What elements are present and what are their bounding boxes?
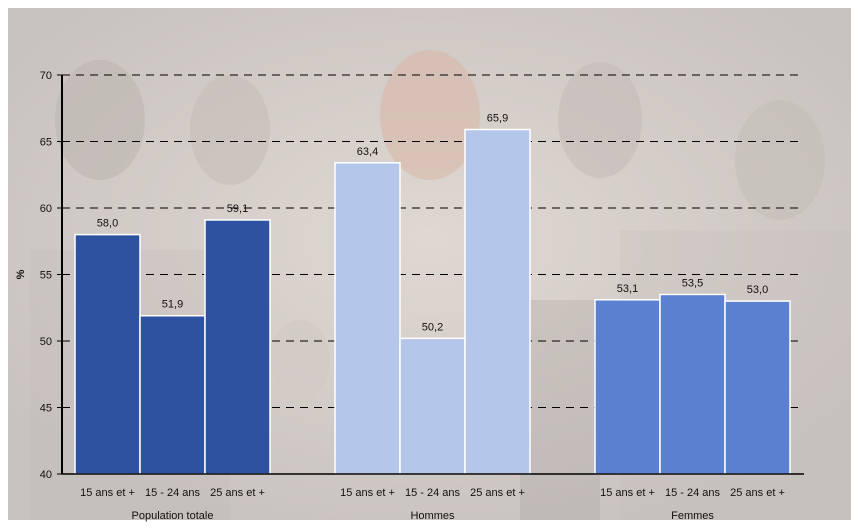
bar bbox=[334, 162, 401, 475]
category-label: 15 - 24 ans bbox=[405, 487, 461, 499]
bar-value-label: 59,1 bbox=[227, 203, 248, 215]
y-tick-label: 40 bbox=[40, 469, 52, 481]
bar-value-label: 53,1 bbox=[617, 283, 638, 295]
category-label: 15 ans et + bbox=[80, 487, 135, 499]
y-tick-label: 60 bbox=[40, 203, 52, 215]
bar bbox=[399, 337, 466, 475]
bars bbox=[74, 128, 791, 475]
category-label: 25 ans et + bbox=[470, 487, 525, 499]
y-tick-label: 70 bbox=[40, 70, 52, 82]
bar bbox=[594, 299, 661, 475]
bar bbox=[464, 128, 531, 475]
y-tick-label: 65 bbox=[40, 137, 52, 149]
bar bbox=[724, 300, 791, 475]
labels: 40 45 50 55 60 65 70% 58,0 15 ans et + 51,9 15 - 2… bbox=[15, 70, 785, 522]
bar-value-label: 58,0 bbox=[97, 218, 118, 230]
y-axis bbox=[57, 74, 804, 475]
bar bbox=[139, 314, 206, 475]
group-label: Femmes bbox=[671, 510, 714, 522]
bar bbox=[659, 293, 726, 475]
bar-value-label: 53,0 bbox=[747, 284, 768, 296]
y-tick-label: 45 bbox=[40, 403, 52, 415]
bar-value-label: 65,9 bbox=[487, 113, 508, 125]
bar-value-label: 50,2 bbox=[422, 321, 443, 333]
y-tick-label: 50 bbox=[40, 336, 52, 348]
category-label: 15 ans et + bbox=[340, 487, 395, 499]
bar bbox=[74, 233, 141, 475]
category-label: 15 - 24 ans bbox=[665, 487, 721, 499]
bar-value-label: 51,9 bbox=[162, 299, 183, 311]
category-label: 25 ans et + bbox=[730, 487, 785, 499]
y-tick-label: 55 bbox=[40, 270, 52, 282]
bar-value-label: 53,5 bbox=[682, 277, 703, 289]
category-label: 25 ans et + bbox=[210, 487, 265, 499]
group-label: Population totale bbox=[132, 510, 214, 522]
y-axis-title: % bbox=[15, 269, 27, 279]
category-label: 15 - 24 ans bbox=[145, 487, 201, 499]
group-label: Hommes bbox=[410, 510, 455, 522]
bar-value-label: 63,4 bbox=[357, 146, 378, 158]
category-label: 15 ans et + bbox=[600, 487, 655, 499]
bar bbox=[204, 219, 271, 475]
